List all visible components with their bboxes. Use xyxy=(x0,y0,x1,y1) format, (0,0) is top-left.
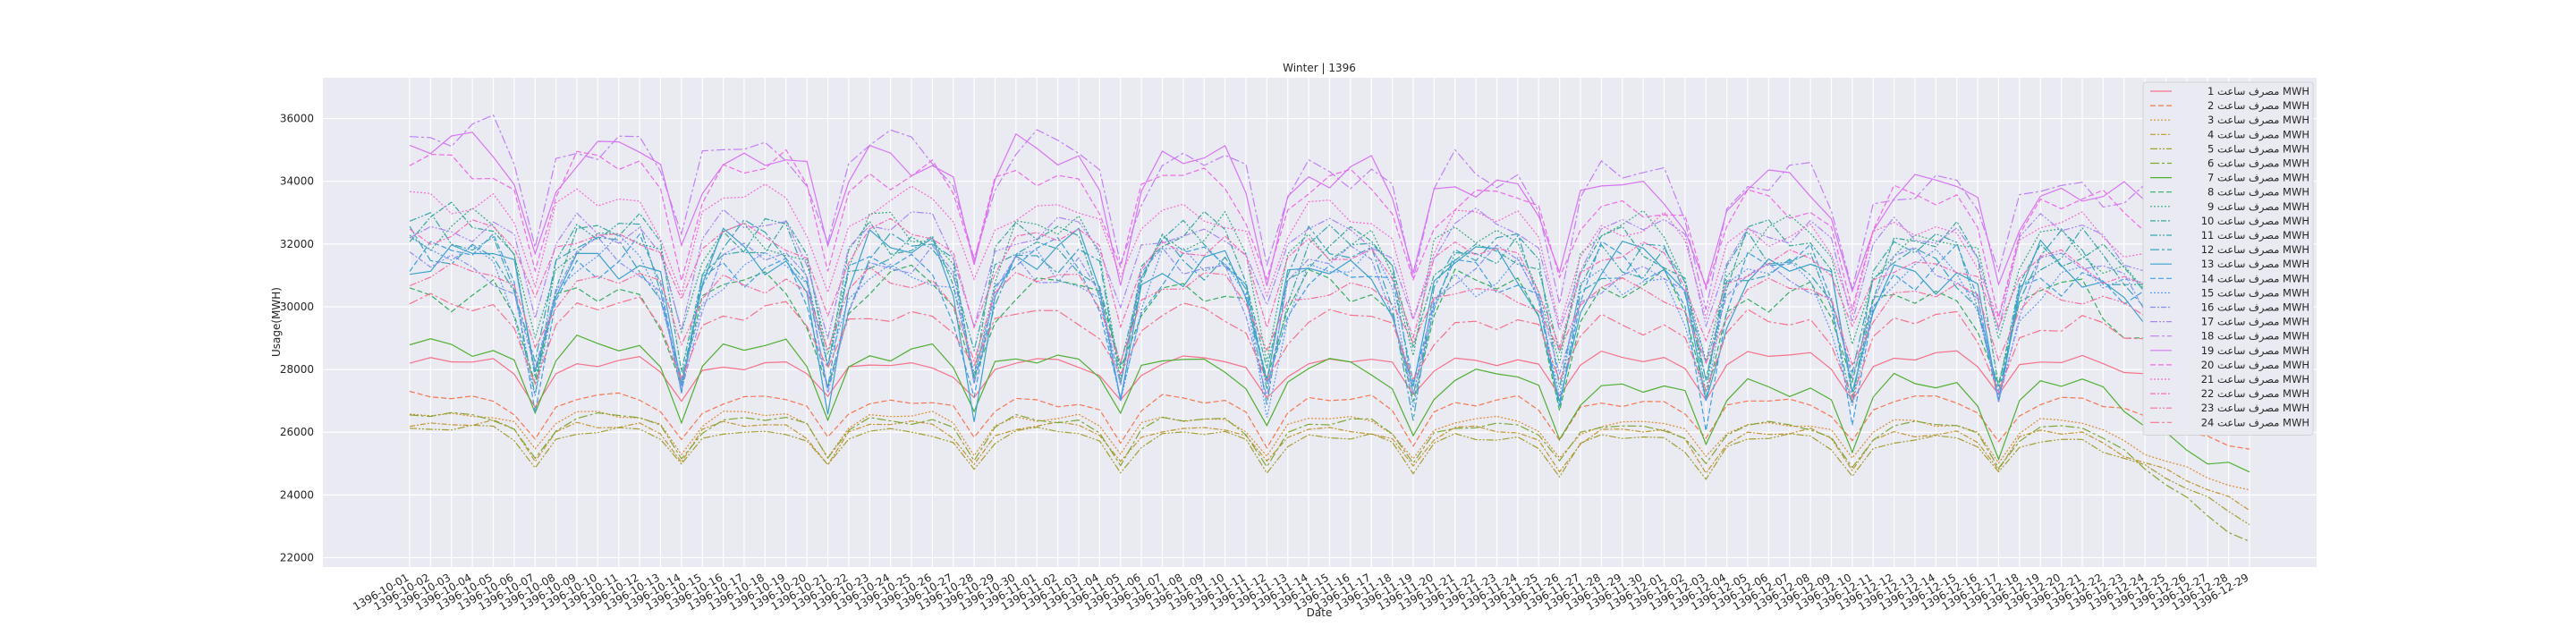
legend-label: مصرف ساعت 16 MWH xyxy=(2201,301,2309,315)
chart-title: Winter | 1396 xyxy=(1283,62,1356,74)
y-tick-label: 30000 xyxy=(280,301,314,313)
y-tick-label: 28000 xyxy=(280,363,314,376)
legend-label: مصرف ساعت 8 MWH xyxy=(2207,186,2309,199)
series-line xyxy=(409,218,2250,421)
y-tick-label: 24000 xyxy=(280,488,314,501)
legend-label: مصرف ساعت 5 MWH xyxy=(2207,142,2309,156)
series-line xyxy=(409,411,2250,542)
y-tick-label: 36000 xyxy=(280,113,314,125)
series-line xyxy=(409,207,2250,391)
legend-label: مصرف ساعت 13 MWH xyxy=(2201,258,2309,271)
y-tick-label: 26000 xyxy=(280,426,314,438)
y-axis-label: Usage(MWH) xyxy=(270,287,283,357)
legend-label: مصرف ساعت 2 MWH xyxy=(2207,99,2309,113)
legend-label: مصرف ساعت 21 MWH xyxy=(2201,373,2309,386)
series-line xyxy=(409,207,2250,341)
series-line xyxy=(409,148,2250,318)
y-tick-label: 32000 xyxy=(280,238,314,250)
series-line xyxy=(409,114,2250,310)
series-line xyxy=(409,390,2250,450)
series-line xyxy=(409,264,2250,419)
series-line xyxy=(409,131,2250,293)
series-line xyxy=(409,217,2250,349)
legend-label: مصرف ساعت 14 MWH xyxy=(2201,272,2309,285)
series-line xyxy=(409,212,2250,405)
legend-label: مصرف ساعت 15 MWH xyxy=(2201,286,2309,300)
legend-label: مصرف ساعت 19 MWH xyxy=(2201,344,2309,358)
legend-label: مصرف ساعت 1 MWH xyxy=(2207,85,2309,98)
legend-frame xyxy=(2142,81,2314,436)
legend-label: مصرف ساعت 18 MWH xyxy=(2201,330,2309,343)
legend-label: مصرف ساعت 12 MWH xyxy=(2201,243,2309,257)
series-layer xyxy=(409,114,2250,542)
series-line xyxy=(409,334,2250,473)
legend-label: مصرف ساعت 10 MWH xyxy=(2201,215,2309,228)
x-axis: 1396-10-011396-10-021396-10-031396-10-04… xyxy=(351,571,2250,613)
legend-label: مصرف ساعت 4 MWH xyxy=(2207,128,2309,141)
series-line xyxy=(409,233,2250,431)
legend-label: مصرف ساعت 9 MWH xyxy=(2207,200,2309,214)
series-line xyxy=(409,411,2250,491)
legend-label: مصرف ساعت 17 MWH xyxy=(2201,316,2309,329)
legend-label: مصرف ساعت 11 MWH xyxy=(2201,229,2309,242)
legend-label: مصرف ساعت 3 MWH xyxy=(2207,114,2309,127)
legend-label: مصرف ساعت 6 MWH xyxy=(2207,157,2309,171)
legend-label: مصرف ساعت 22 MWH xyxy=(2201,387,2309,401)
y-tick-label: 34000 xyxy=(280,175,314,188)
legend-label: مصرف ساعت 23 MWH xyxy=(2201,402,2309,415)
series-line xyxy=(409,183,2250,327)
series-line xyxy=(409,262,2250,367)
legend-label: مصرف ساعت 7 MWH xyxy=(2207,172,2309,185)
y-axis: 22000 24000 26000 28000 30000 32000 34000 36000 xyxy=(280,113,314,564)
x-axis-label: Date xyxy=(1307,606,1333,619)
series-line xyxy=(409,227,2250,422)
grid xyxy=(323,78,2317,567)
series-line xyxy=(409,424,2250,526)
legend-label: مصرف ساعت 20 MWH xyxy=(2201,359,2309,372)
legend-label: مصرف ساعت 24 MWH xyxy=(2201,416,2309,429)
series-line xyxy=(409,236,2250,402)
y-tick-label: 22000 xyxy=(280,551,314,564)
series-line xyxy=(409,292,2250,400)
series-line xyxy=(409,419,2250,512)
plot-background xyxy=(323,78,2317,567)
